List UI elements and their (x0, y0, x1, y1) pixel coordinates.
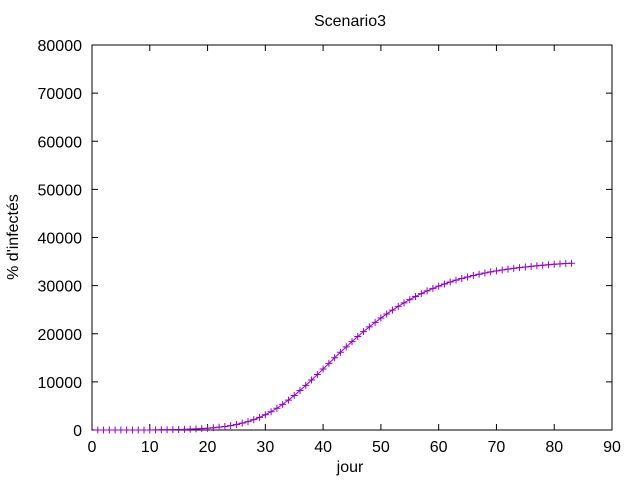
data-point-marker (481, 269, 489, 277)
data-point-marker (464, 273, 472, 281)
y-tick-label: 40000 (38, 231, 83, 248)
series-line (97, 262, 572, 431)
x-tick-label: 70 (488, 439, 506, 456)
y-tick-label: 60000 (38, 134, 83, 151)
data-point-marker (313, 371, 321, 379)
data-point-marker (348, 338, 356, 346)
data-point-marker (296, 387, 304, 395)
data-point-marker (360, 328, 368, 336)
data-point-marker (284, 396, 292, 404)
data-point-marker (429, 284, 437, 292)
data-point-marker (452, 276, 460, 284)
series-markers (94, 259, 576, 434)
data-point-marker (388, 306, 396, 314)
y-tick-label: 0 (73, 423, 82, 440)
data-point-marker (365, 323, 373, 331)
x-tick-label: 80 (545, 439, 563, 456)
data-point-marker (209, 424, 217, 432)
data-point-marker (273, 404, 281, 412)
x-axis: 0 10 20 30 40 50 60 70 80 90 (88, 45, 621, 456)
data-point-marker (267, 408, 275, 416)
plot-frame (91, 44, 613, 431)
data-point-marker (527, 262, 535, 270)
data-point-marker (498, 266, 506, 274)
data-point-marker (394, 302, 402, 310)
x-axis-label: jour (336, 459, 364, 476)
data-point-marker (232, 420, 240, 428)
data-point-marker (221, 422, 229, 430)
data-point-marker (342, 343, 350, 351)
data-point-marker (354, 333, 362, 341)
data-point-marker (469, 272, 477, 280)
x-tick-label: 60 (430, 439, 448, 456)
data-point-marker (238, 419, 246, 427)
data-point-marker (475, 270, 483, 278)
data-point-marker (302, 381, 310, 389)
y-tick-label: 80000 (38, 38, 83, 55)
data-point-marker (521, 263, 529, 271)
data-point-marker (244, 418, 252, 426)
data-point-marker (446, 278, 454, 286)
data-point-marker (371, 318, 379, 326)
data-point-marker (533, 262, 541, 270)
data-point-marker (504, 265, 512, 273)
x-tick-label: 0 (88, 439, 97, 456)
data-point-marker (400, 299, 408, 307)
y-axis: 0 10000 20000 30000 40000 50000 60000 70000 8000… (38, 38, 612, 440)
data-point-marker (279, 400, 287, 408)
data-point-marker (325, 359, 333, 367)
data-point-marker (336, 348, 344, 356)
chart-title: Scenario3 (314, 13, 386, 30)
data-point-marker (377, 314, 385, 322)
x-tick-label: 30 (256, 439, 274, 456)
data-point-marker (492, 267, 500, 275)
data-point-marker (568, 259, 576, 267)
data-point-marker (516, 264, 524, 272)
data-point-marker (510, 264, 518, 272)
y-axis-label: % d'infectés (5, 194, 22, 280)
y-tick-label: 70000 (38, 86, 83, 103)
x-tick-label: 10 (141, 439, 159, 456)
y-tick-label: 50000 (38, 182, 83, 199)
y-tick-label: 10000 (38, 375, 83, 392)
data-point-marker (417, 290, 425, 298)
data-point-marker (440, 280, 448, 288)
y-tick-label: 20000 (38, 327, 83, 344)
x-tick-label: 20 (199, 439, 217, 456)
x-tick-label: 90 (603, 439, 621, 456)
data-point-marker (227, 422, 235, 430)
data-point-marker (458, 275, 466, 283)
data-point-marker (423, 287, 431, 295)
data-point-marker (290, 391, 298, 399)
data-point-marker (215, 423, 223, 431)
data-point-marker (256, 413, 264, 421)
data-point-marker (412, 293, 420, 301)
y-tick-label: 30000 (38, 279, 83, 296)
data-point-marker (331, 354, 339, 362)
data-point-marker (261, 411, 269, 419)
data-point-marker (308, 376, 316, 384)
x-tick-label: 50 (372, 439, 390, 456)
data-point-marker (383, 310, 391, 318)
data-point-marker (319, 365, 327, 373)
data-point-marker (406, 296, 414, 304)
data-point-marker (250, 416, 258, 424)
x-tick-label: 40 (314, 439, 332, 456)
data-point-marker (435, 282, 443, 290)
data-point-marker (487, 268, 495, 276)
